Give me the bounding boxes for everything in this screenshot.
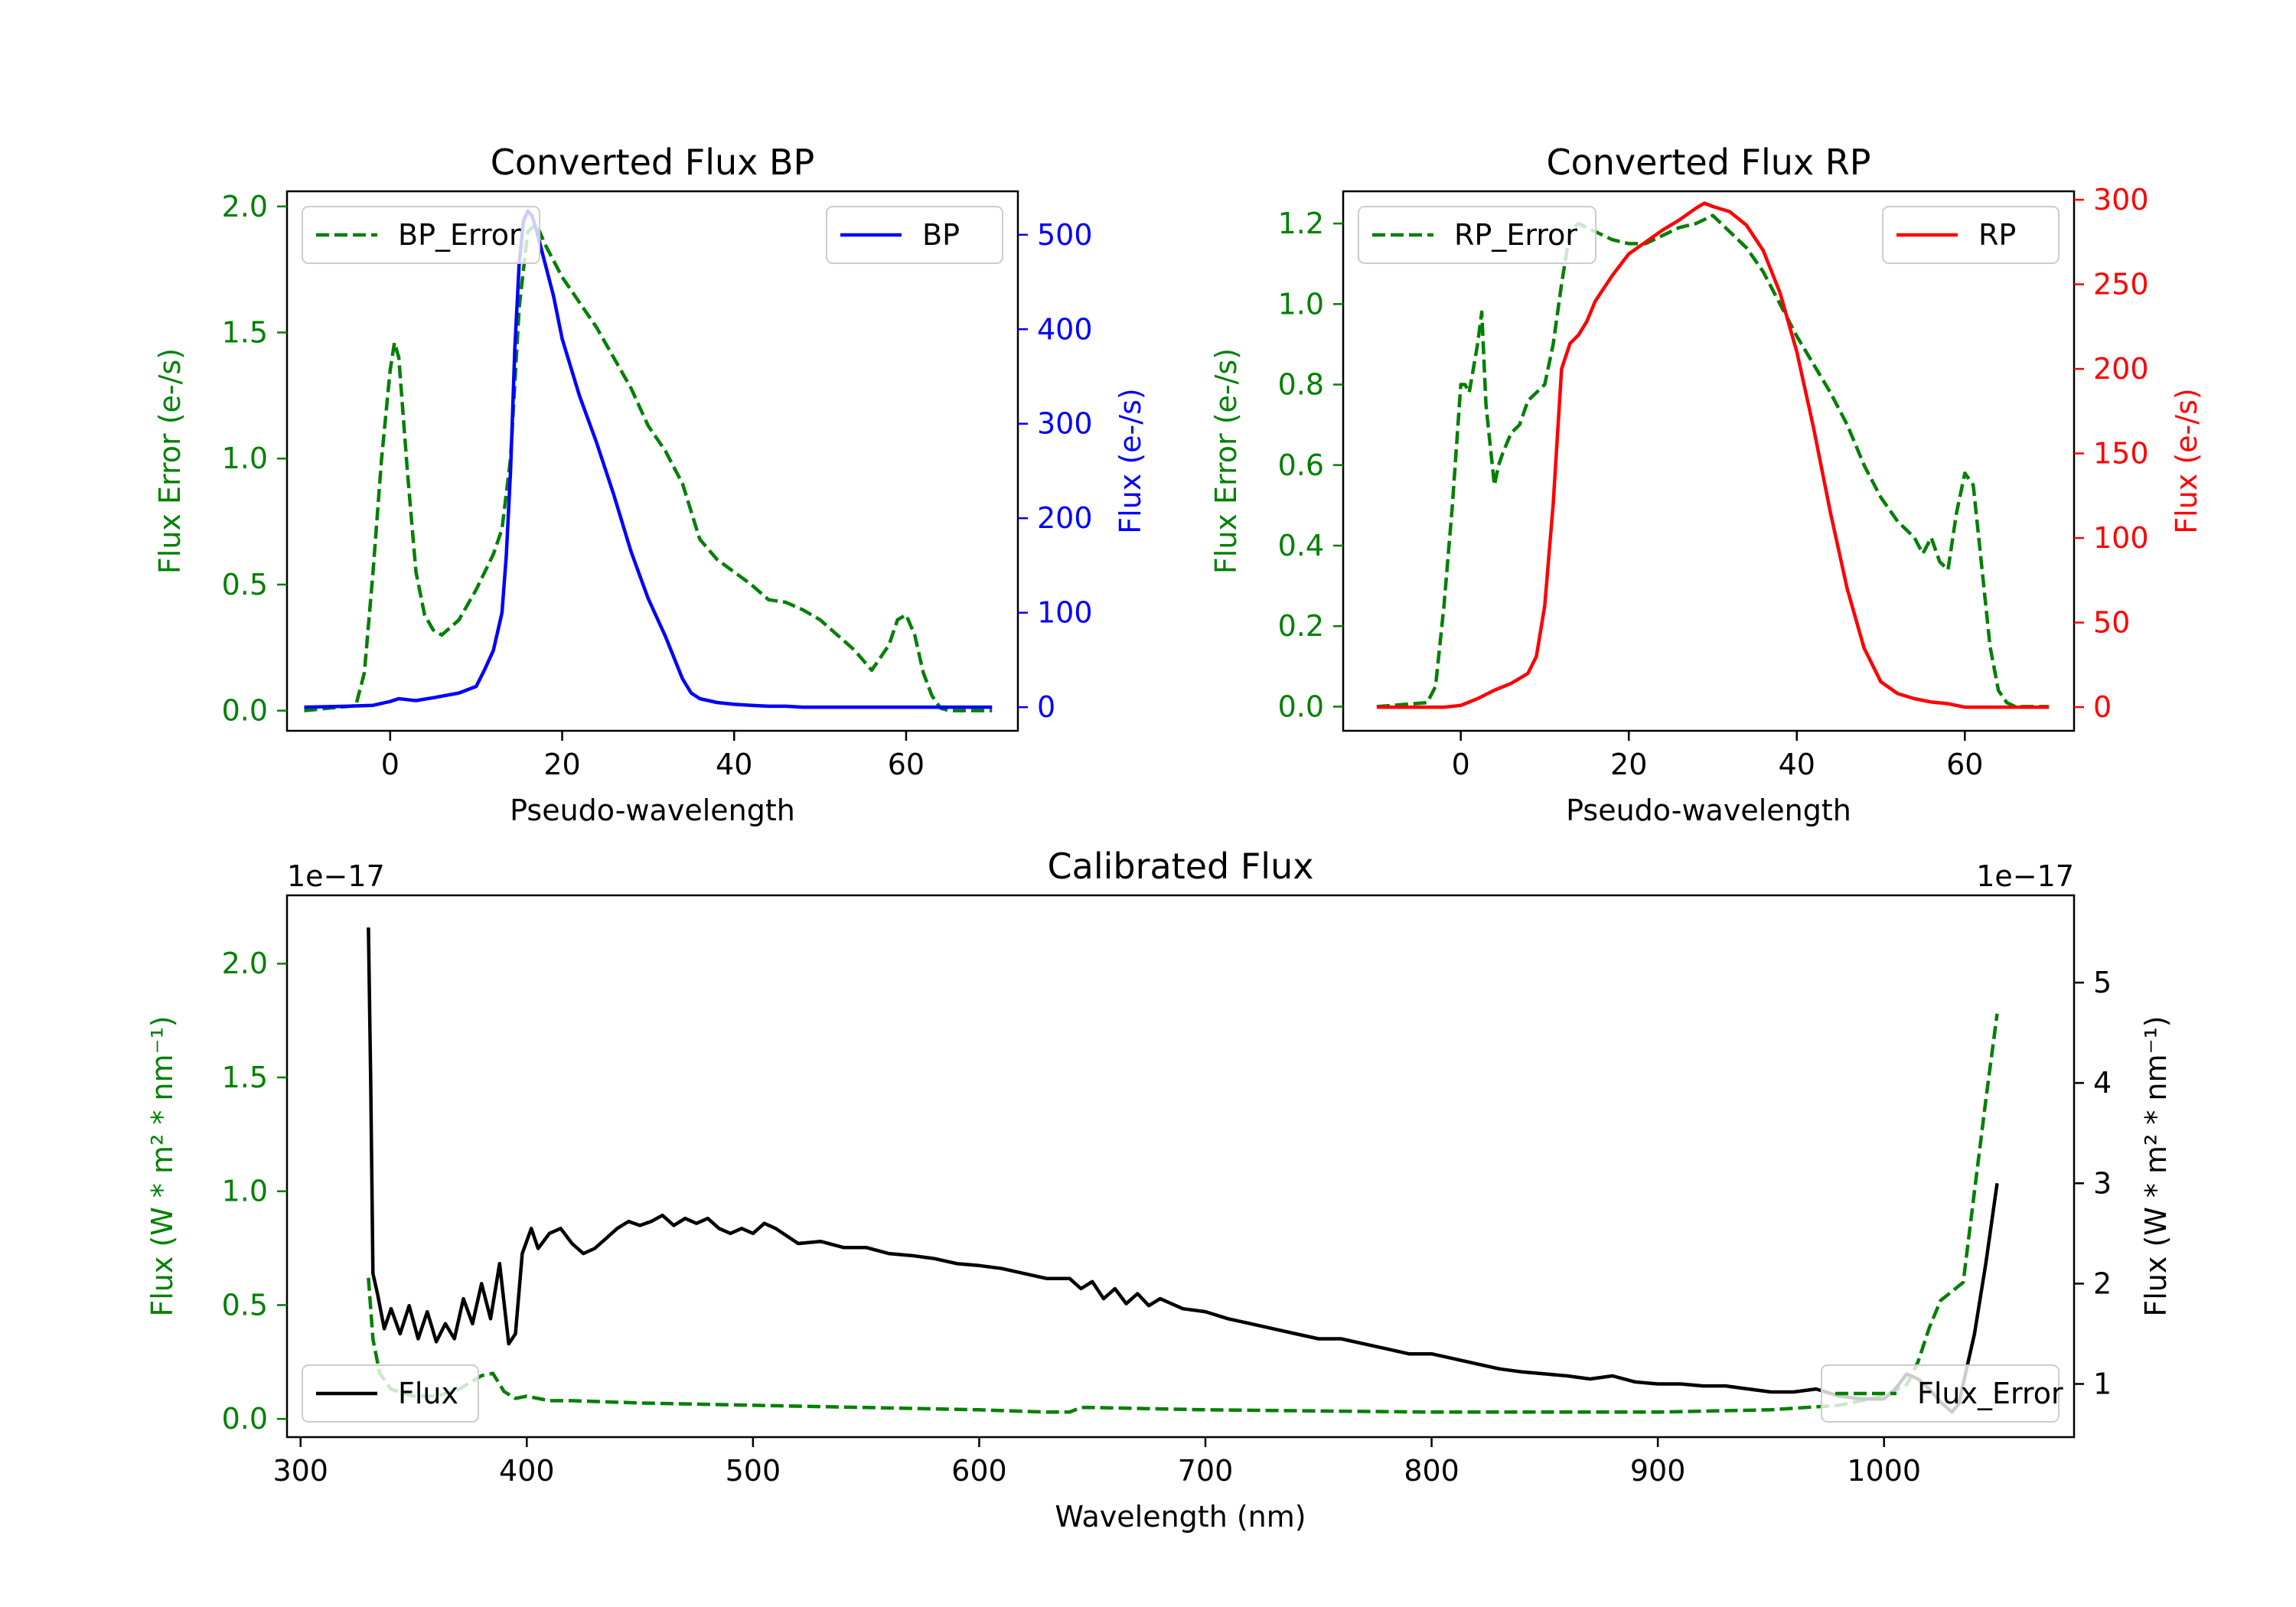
right-y-tick-label: 500 [1037,218,1093,252]
left-y-tick-label: 0.4 [1278,529,1324,562]
chart-title: Converted Flux BP [491,142,815,183]
x-axis-label: Pseudo-wavelength [510,794,795,827]
left-y-tick-label: 0.0 [1278,689,1324,723]
legend-label: Flux [398,1377,458,1410]
rp-chart: 0 20 40 60 0.0 0.2 0.4 0.6 0.8 1.0 1.2 0 50 100 150 200… [1209,142,2203,827]
right-y-tick-label: 5 [2093,966,2112,999]
legend-rp-error: RP_Error [1358,206,1596,264]
left-y-tick-label: 0.8 [1278,368,1324,402]
x-tick-label: 20 [1610,748,1647,781]
left-y-tick-label: 2.0 [222,947,268,980]
x-tick-label: 500 [726,1454,781,1488]
axes-frame [285,894,2076,1439]
left-offset-text: 1e−17 [287,859,385,893]
x-tick-label: 800 [1404,1454,1459,1488]
legend-box [1358,206,1596,264]
right-y-axis-label: Flux (e-/s) [2170,388,2203,533]
right-y-tick-label: 2 [2093,1266,2112,1300]
x-tick-label: 1000 [1847,1454,1921,1488]
legend-label: BP_Error [398,218,521,252]
series-bp [304,209,993,709]
x-tick-label: 20 [543,748,580,781]
left-y-tick-label: 1.2 [1278,207,1324,240]
right-y-tick-label: 100 [2093,521,2149,555]
legend-label: Flux_Error [1917,1377,2063,1410]
legend-box [826,206,1003,264]
bp-chart: 0 20 40 60 0.0 0.5 1.0 1.5 2.0 0 100 200 300 400 500 Co… [153,142,1147,827]
legend-label: BP [922,218,960,252]
left-y-axis-label: Flux (W * m² * nm⁻¹) [145,1015,179,1316]
left-y-tick-label: 0.5 [222,568,268,601]
right-y-tick-label: 1 [2093,1367,2112,1401]
left-y-tick-label: 1.0 [222,442,268,475]
legend-box [302,206,540,264]
left-y-axis-label: Flux Error (e-/s) [153,348,187,574]
x-tick-label: 400 [499,1454,555,1488]
legend-label: RP_Error [1454,218,1577,252]
right-y-tick-label: 3 [2093,1166,2112,1200]
left-y-tick-label: 1.5 [222,315,268,349]
right-y-axis-label: Flux (e-/s) [1114,388,1147,533]
right-y-tick-label: 50 [2093,606,2130,640]
right-y-tick-label: 300 [2093,183,2149,217]
x-tick-label: 300 [272,1454,328,1488]
x-tick-label: 40 [716,748,752,781]
axes-frame [1342,190,2076,732]
x-tick-label: 0 [1452,748,1470,781]
chart-title: Calibrated Flux [1048,846,1314,887]
left-y-tick-label: 2.0 [222,190,268,223]
right-offset-text: 1e−17 [1976,859,2074,893]
right-y-tick-label: 200 [2093,352,2149,386]
legend-rp: RP [1882,206,2060,264]
left-y-tick-label: 1.5 [222,1061,268,1094]
legend-bp-error: BP_Error [302,206,540,264]
x-axis-label: Pseudo-wavelength [1566,794,1851,827]
x-tick-label: 60 [1946,748,1983,781]
series-rp [1376,201,2050,709]
left-y-axis-label: Flux Error (e-/s) [1209,348,1243,574]
right-y-tick-label: 0 [2093,690,2112,724]
x-tick-label: 40 [1779,748,1815,781]
chart-title: Converted Flux RP [1547,142,1871,183]
axes-frame [285,190,1019,732]
legend-flux: Flux [302,1364,479,1423]
legend-box [302,1364,479,1423]
left-y-tick-label: 1.0 [222,1175,268,1208]
right-y-tick-label: 400 [1037,312,1093,346]
series-flux [367,927,1999,1414]
series-rp-error [1376,214,2050,709]
series-bp-error [304,222,993,712]
left-y-tick-label: 1.0 [1278,287,1324,321]
x-tick-label: 900 [1630,1454,1686,1488]
x-tick-label: 0 [381,748,400,781]
right-y-tick-label: 150 [2093,437,2149,471]
x-axis-label: Wavelength (nm) [1055,1500,1306,1534]
left-y-tick-label: 0.6 [1278,448,1324,482]
right-y-axis-label: Flux (W * m² * nm⁻¹) [2139,1015,2173,1316]
legend-label: RP [1978,218,2016,252]
right-y-tick-label: 250 [2093,268,2149,302]
right-y-tick-label: 300 [1037,407,1093,441]
right-y-tick-label: 4 [2093,1066,2112,1100]
x-tick-label: 60 [888,748,925,781]
legend-box [1821,1364,2060,1423]
left-y-tick-label: 0.5 [222,1288,268,1322]
right-y-tick-label: 100 [1037,596,1093,630]
x-tick-label: 600 [951,1454,1007,1488]
legend-bp: BP [826,206,1003,264]
x-tick-label: 700 [1178,1454,1234,1488]
right-y-tick-label: 200 [1037,501,1093,535]
left-y-tick-label: 0.0 [222,694,268,728]
right-y-tick-label: 0 [1037,690,1055,724]
calibrated-flux-chart: 300 400 500 600 700 800 900 1000 0.0 0.5 1.0 1.5 2.0… [145,846,2173,1534]
legend-flux-error: Flux_Error [1821,1364,2063,1423]
left-y-tick-label: 0.0 [222,1402,268,1436]
left-y-tick-label: 0.2 [1278,609,1324,643]
legend-box [1882,206,2060,264]
